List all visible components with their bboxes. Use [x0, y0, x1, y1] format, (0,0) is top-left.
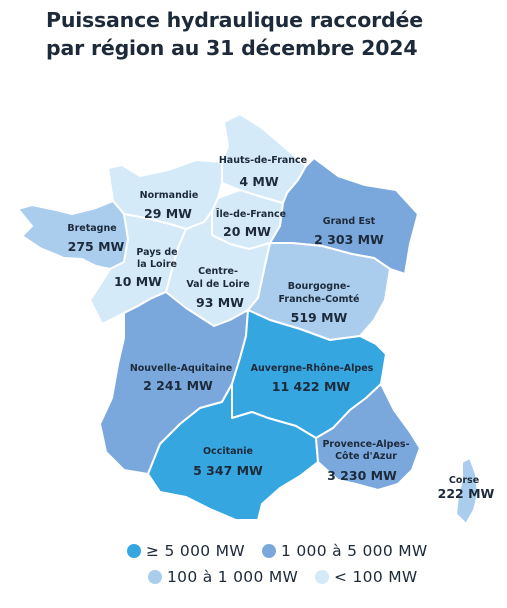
- label-bourgogne-franche-comte-name-2: Franche-Comté: [279, 294, 360, 305]
- label-bourgogne-franche-comte-name-1: Bourgogne-: [288, 281, 351, 292]
- region-bourgogne-franche-comte[interactable]: [247, 242, 391, 341]
- label-auvergne-rhone-alpes-name: Auvergne-Rhône-Alpes: [251, 363, 374, 374]
- region-occitanie[interactable]: [147, 383, 319, 521]
- map-title: Puissance hydraulique raccordée par régi…: [46, 6, 486, 62]
- label-centre-val-de-loire-value: 93 MW: [196, 295, 244, 310]
- legend-item-low: < 100 MW: [315, 568, 418, 586]
- legend-label-medium: 100 à 1 000 MW: [167, 568, 299, 586]
- legend-swatch-medium: [148, 570, 162, 584]
- label-grand-est-value: 2 303 MW: [314, 232, 384, 247]
- region-labels: Hauts-de-France 4 MW Normandie 29 MW Île…: [67, 155, 494, 501]
- label-corse-value: 222 MW: [438, 486, 495, 501]
- label-grand-est-name: Grand Est: [323, 216, 376, 227]
- label-occitanie-name: Occitanie: [203, 446, 253, 457]
- legend-swatch-high: [262, 544, 276, 558]
- label-centre-val-de-loire-name-1: Centre-: [198, 266, 238, 277]
- label-paca-value: 3 230 MW: [327, 468, 397, 483]
- label-auvergne-rhone-alpes-value: 11 422 MW: [272, 379, 351, 394]
- label-corse-name: Corse: [449, 475, 479, 486]
- label-ile-de-france-value: 20 MW: [223, 224, 271, 239]
- label-bourgogne-franche-comte-value: 519 MW: [291, 310, 348, 325]
- label-ile-de-france-name: Île-de-France: [216, 208, 286, 220]
- region-paca[interactable]: [315, 383, 421, 491]
- label-centre-val-de-loire-name-2: Val de Loire: [186, 279, 249, 290]
- legend-item-high: 1 000 à 5 000 MW: [262, 542, 428, 560]
- label-bretagne-value: 275 MW: [68, 239, 125, 254]
- label-paca-name-2: Côte d'Azur: [335, 451, 397, 462]
- map-title-line1: Puissance hydraulique raccordée: [46, 8, 423, 32]
- legend-item-medium: 100 à 1 000 MW: [148, 568, 298, 586]
- label-hauts-de-france-name: Hauts-de-France: [219, 155, 307, 166]
- label-nouvelle-aquitaine-value: 2 241 MW: [143, 378, 213, 393]
- label-pays-de-la-loire-name-2: la Loire: [137, 259, 177, 270]
- region-bretagne[interactable]: [17, 200, 129, 270]
- label-pays-de-la-loire-name-1: Pays de: [136, 247, 177, 258]
- legend-label-high: 1 000 à 5 000 MW: [281, 542, 428, 560]
- label-normandie-name: Normandie: [140, 190, 199, 201]
- legend-swatch-very-high: [127, 544, 141, 558]
- label-normandie-value: 29 MW: [144, 206, 192, 221]
- label-pays-de-la-loire-value: 10 MW: [114, 274, 162, 289]
- label-paca-name-1: Provence-Alpes-: [322, 439, 409, 450]
- legend-label-very-high: ≥ 5 000 MW: [146, 542, 245, 560]
- map-title-line2: par région au 31 décembre 2024: [46, 36, 418, 60]
- legend-label-low: < 100 MW: [334, 568, 418, 586]
- label-occitanie-value: 5 347 MW: [193, 463, 263, 478]
- label-hauts-de-france-value: 4 MW: [239, 174, 278, 189]
- label-nouvelle-aquitaine-name: Nouvelle-Aquitaine: [130, 363, 232, 374]
- legend-item-very-high: ≥ 5 000 MW: [127, 542, 245, 560]
- label-bretagne-name: Bretagne: [67, 223, 116, 234]
- region-corse[interactable]: [455, 457, 479, 525]
- legend-swatch-low: [315, 570, 329, 584]
